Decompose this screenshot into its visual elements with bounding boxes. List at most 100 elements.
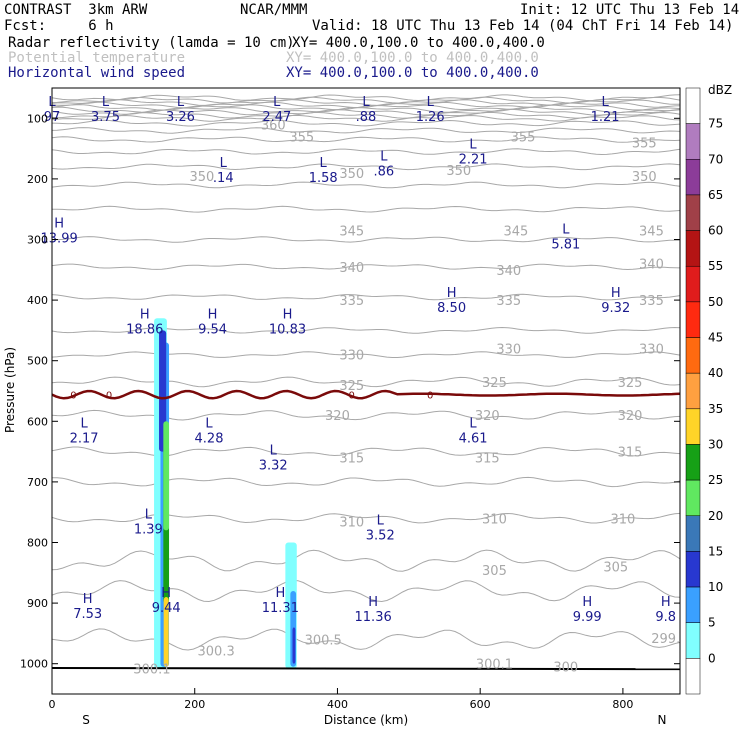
theta-label: 320	[325, 409, 350, 424]
theta-label: 310	[339, 515, 364, 530]
colorbar-swatch	[685, 337, 701, 374]
wind-extremum: H7.53	[73, 592, 102, 622]
colorbar-swatch	[685, 123, 701, 160]
colorbar-label: 20	[708, 509, 723, 523]
y-tick-label: 1000	[20, 658, 48, 671]
theta-label: 355	[289, 130, 314, 145]
wind-extremum-type: H	[208, 307, 218, 322]
theta-contour	[52, 236, 680, 243]
colorbar-swatch	[685, 159, 701, 196]
x-axis-south-label: S	[82, 713, 90, 727]
theta-contour	[52, 99, 680, 106]
wind-extremum-type: H	[275, 586, 285, 601]
wind-extremum-value: 9.54	[198, 322, 227, 337]
theta-label: 335	[339, 294, 364, 309]
y-tick-label: 900	[27, 597, 48, 610]
wind-extremum: H11.36	[355, 595, 392, 625]
wind-extremum-type: L	[80, 416, 88, 431]
wind-extremum-type: L	[220, 156, 228, 171]
wind-extremum-value: 8.50	[437, 301, 466, 316]
theta-label: 350	[446, 164, 471, 179]
wind-extremum-type: H	[611, 286, 621, 301]
theta-label: 299.	[651, 632, 680, 647]
wind-extremum-type: L	[469, 416, 477, 431]
theta-label: 325	[618, 376, 643, 391]
colorbar-swatch	[685, 622, 701, 659]
field3-xy: XY= 400.0,100.0 to 400.0,400.0	[286, 65, 539, 81]
x-tick-label: 200	[184, 698, 205, 711]
theta-label: 300	[553, 661, 578, 676]
colorbar-swatch	[685, 265, 701, 303]
wind-extremum: L2.47	[262, 95, 291, 125]
theta-contour	[52, 114, 680, 122]
field2-xy: XY= 400.0,100.0 to 400.0,400.0	[286, 50, 539, 66]
theta-label: 325	[482, 376, 507, 391]
wind-extremum-type: H	[54, 216, 64, 231]
valid-time: Valid: 18 UTC Thu 13 Feb 14 (04 ChT Fri …	[312, 18, 734, 34]
theta-label: 305	[603, 561, 628, 576]
theta-contour	[52, 104, 680, 111]
colorbar-swatch	[685, 444, 701, 481]
theta-contour	[52, 127, 680, 134]
theta-label: 330	[639, 343, 664, 358]
wind-extremum-type: L	[601, 95, 609, 110]
wind-extremum-value: 11.31	[262, 601, 299, 616]
colorbar-label: 70	[708, 152, 723, 166]
wind-extremum-value: 9.99	[573, 610, 602, 625]
wind-extremum: H8.50	[437, 286, 466, 316]
colorbar-swatch	[685, 479, 701, 517]
y-tick-label: 600	[27, 415, 48, 428]
y-tick-label: 500	[27, 355, 48, 368]
wind-extremum-type: L	[320, 156, 328, 171]
colorbar-swatch	[685, 372, 701, 410]
theta-label: 315	[618, 446, 643, 461]
theta-label: 315	[339, 452, 364, 467]
wind-extremum: L4.28	[195, 416, 224, 446]
wind-extremum-value: 1.21	[591, 110, 620, 125]
wind-extremum-value: 4.61	[459, 431, 488, 446]
wind-extremum: H9.44	[152, 586, 181, 616]
theta-label: 355	[632, 137, 657, 152]
wind-extremum-value: .88	[356, 110, 377, 125]
field1-name: Radar reflectivity (lamda = 10 cm)	[8, 35, 295, 51]
wind-extremum: L3.52	[366, 513, 395, 543]
colorbar-label: 40	[708, 366, 723, 380]
wind-extremum-type: H	[368, 595, 378, 610]
wind-extremum-type: L	[380, 150, 388, 165]
theta-label: 305	[482, 564, 507, 579]
freezing-level-label: 0	[70, 391, 76, 402]
x-axis-north-label: N	[658, 713, 667, 727]
wind-extremum-type: L	[177, 95, 185, 110]
reflectivity-cell	[163, 597, 169, 667]
theta-label: 345	[639, 224, 664, 239]
theta-contour	[52, 293, 680, 301]
wind-extremum-value: 2.21	[459, 153, 488, 168]
wind-extremum-value: 4.28	[195, 431, 224, 446]
plot-frame	[51, 87, 681, 695]
wind-extremum-value: 10.83	[269, 322, 306, 337]
wind-extremum: H11.31	[262, 586, 299, 616]
freezing-level-label: 0	[349, 391, 355, 402]
wind-extremum-value: 3.26	[166, 110, 195, 125]
theta-label: 350	[339, 167, 364, 182]
wind-extremum-value: 9.8	[655, 610, 676, 625]
theta-label: 315	[475, 452, 500, 467]
wind-extremum: H10.83	[269, 307, 306, 337]
wind-extremum: L1.39	[134, 507, 163, 537]
x-tick-label: 800	[612, 698, 633, 711]
wind-extremum-type: H	[661, 595, 671, 610]
colorbar-label: 10	[708, 580, 723, 594]
colorbar-unit: dBZ	[708, 83, 732, 97]
colorbar-swatch	[685, 586, 701, 623]
theta-contour	[52, 181, 680, 189]
colorbar-label: 35	[708, 402, 723, 416]
y-tick-label: 400	[27, 294, 48, 307]
theta-label: 340	[339, 261, 364, 276]
field1-xy: XY= 400.0,100.0 to 400.0,400.0	[292, 35, 545, 51]
theta-contour	[52, 111, 680, 119]
wind-extremum: L1.26	[416, 95, 445, 125]
wind-extremum: L.86	[373, 150, 394, 180]
theta-label: 345	[339, 224, 364, 239]
x-axis-label: Distance (km)	[324, 713, 408, 727]
wind-extremum: L1.58	[309, 156, 338, 186]
